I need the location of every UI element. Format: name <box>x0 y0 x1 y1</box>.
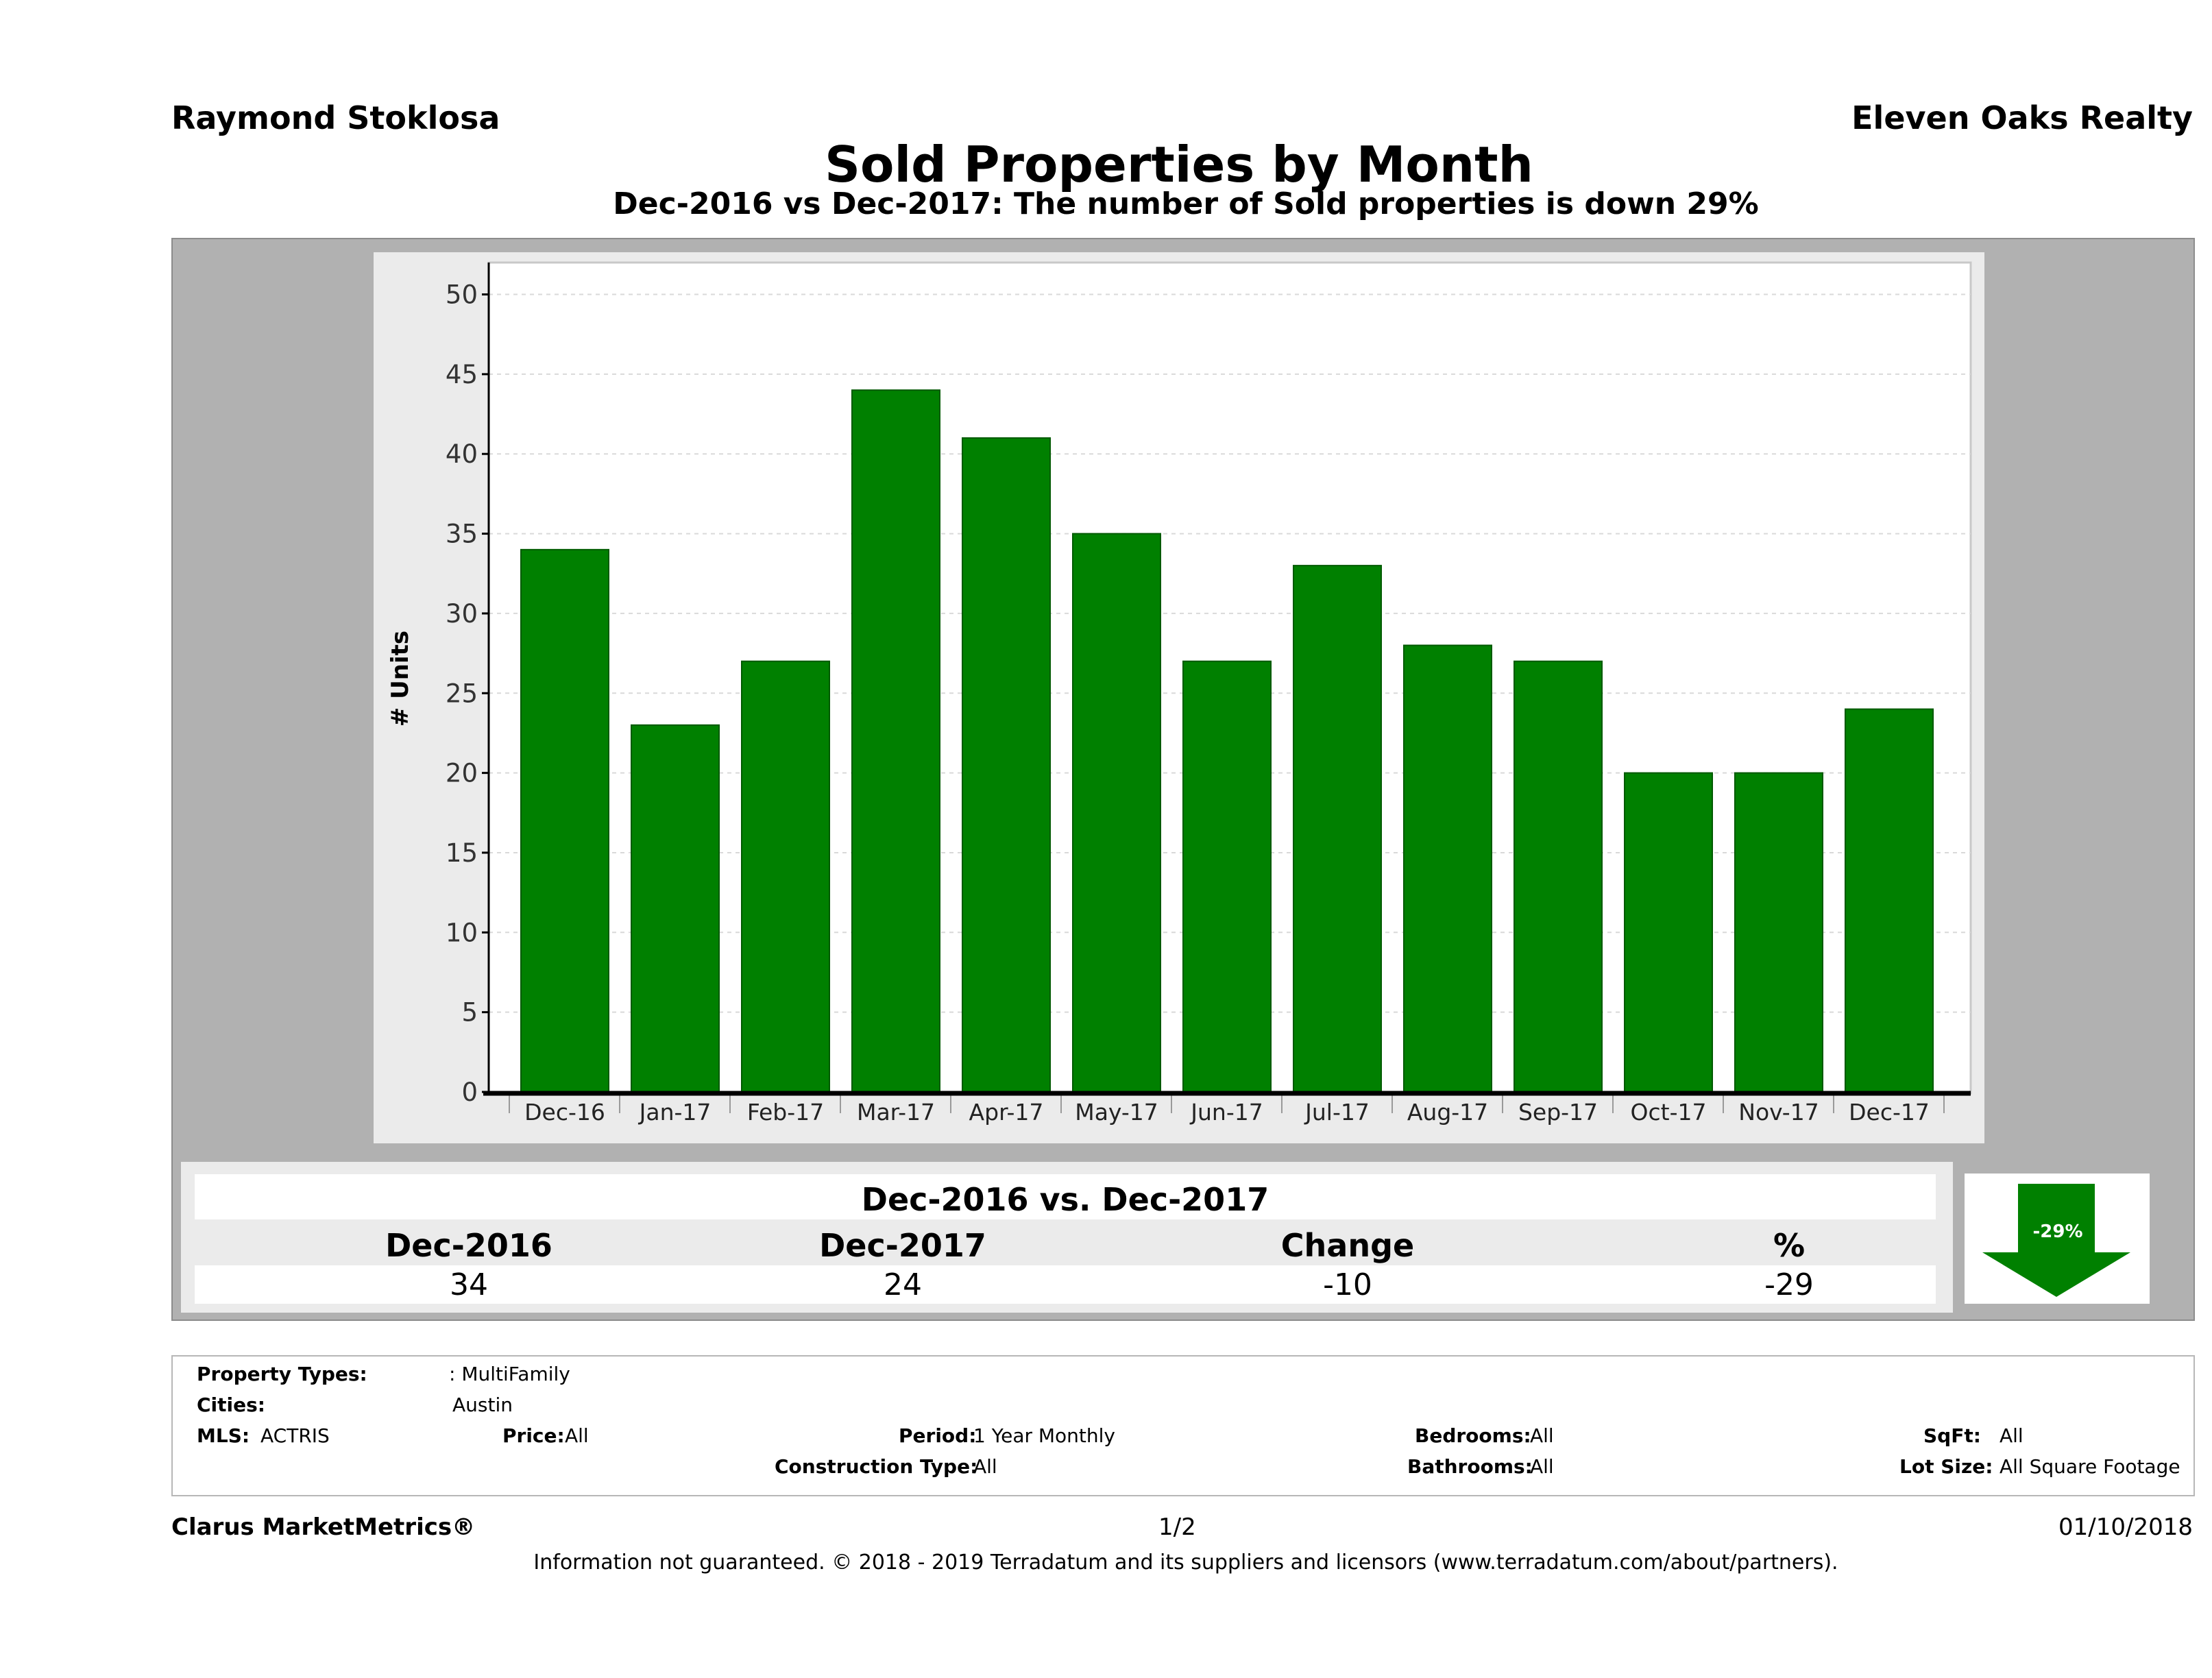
y-tick-label-0: 0 <box>461 1078 478 1107</box>
period-value: 1 Year Monthly <box>973 1424 1116 1447</box>
y-tick-label-35: 35 <box>446 520 478 549</box>
bar-Oct-17 <box>1624 772 1713 1093</box>
header-change: Change <box>1280 1227 1415 1264</box>
value-dec-2017: 24 <box>884 1267 922 1302</box>
bedrooms-value: All <box>1530 1424 1554 1447</box>
y-tick-label-20: 20 <box>446 759 478 788</box>
bathrooms-value: All <box>1530 1455 1554 1478</box>
bar-Aug-17 <box>1403 644 1492 1093</box>
bar-Dec-17 <box>1845 708 1934 1093</box>
sqft-value: All <box>2000 1424 2023 1447</box>
bar-Feb-17 <box>741 660 830 1093</box>
change-badge: -29% <box>1965 1174 2150 1304</box>
page-number: 1/2 <box>1158 1513 1196 1541</box>
bedrooms-label: Bedrooms: <box>1415 1424 1531 1447</box>
x-tick-label-Jul-17: Jul-17 <box>1304 1099 1370 1126</box>
period-label: Period: <box>899 1424 977 1447</box>
property-types-value: : MultiFamily <box>449 1363 570 1385</box>
cities-value: Austin <box>452 1394 513 1416</box>
bar-Nov-17 <box>1734 772 1823 1093</box>
bar-May-17 <box>1072 533 1161 1093</box>
down-arrow-icon: -29% <box>1982 1184 2130 1297</box>
disclaimer: Information not guaranteed. © 2018 - 201… <box>533 1551 1838 1574</box>
bar-Sep-17 <box>1514 660 1603 1093</box>
property-types-label: Property Types: <box>197 1363 367 1385</box>
y-tick-label-50: 50 <box>446 280 478 310</box>
x-axis-ticks: Dec-16 Jan-17 Feb-17 Mar-17 Apr-17 May-17 Jun-… <box>509 1095 1945 1126</box>
y-axis-label: # Units <box>387 631 414 727</box>
header-dec-2017: Dec-2017 <box>819 1227 986 1264</box>
x-tick-label-Jan-17: Jan-17 <box>638 1099 712 1126</box>
y-tick-label-45: 45 <box>446 360 478 389</box>
bar-Jul-17 <box>1293 565 1382 1093</box>
comparison-title: Dec-2016 vs. Dec-2017 <box>861 1181 1269 1218</box>
construction-type-value: All <box>973 1455 997 1478</box>
x-tick-label-Aug-17: Aug-17 <box>1407 1099 1488 1126</box>
mls-label: MLS: <box>197 1424 250 1447</box>
value-percent: -29 <box>1764 1267 1814 1302</box>
x-tick-label-Nov-17: Nov-17 <box>1738 1099 1819 1126</box>
comparison-header-row: Dec-2016 Dec-2017 Change % <box>195 1224 1936 1265</box>
x-tick-label-Sep-17: Sep-17 <box>1518 1099 1598 1126</box>
bar-Apr-17 <box>962 437 1051 1093</box>
sqft-label: SqFt: <box>1923 1424 1981 1447</box>
y-tick-label-25: 25 <box>446 679 478 708</box>
lot-size-value: All Square Footage <box>2000 1455 2180 1478</box>
y-tick-label-5: 5 <box>461 998 478 1028</box>
bathrooms-label: Bathrooms: <box>1407 1455 1533 1478</box>
x-tick-label-Feb-17: Feb-17 <box>747 1099 824 1126</box>
comparison-title-row: Dec-2016 vs. Dec-2017 <box>195 1174 1936 1219</box>
x-tick-label-Mar-17: Mar-17 <box>857 1099 935 1126</box>
mls-value: ACTRIS <box>260 1424 330 1447</box>
bar-Dec-16 <box>520 548 609 1093</box>
header-percent: % <box>1773 1227 1806 1264</box>
bar-Jun-17 <box>1182 660 1272 1093</box>
value-dec-2016: 34 <box>450 1267 488 1302</box>
badge-label: -29% <box>2032 1221 2082 1242</box>
price-value: All <box>565 1424 589 1447</box>
filters-box <box>171 1355 2195 1496</box>
header-dec-2016: Dec-2016 <box>385 1227 552 1264</box>
y-axis-ticks: 0 5 10 15 20 25 30 35 40 45 50 <box>446 280 489 1107</box>
grid-lines <box>489 293 1971 1013</box>
y-tick-label-15: 15 <box>446 838 478 868</box>
brand-name: Clarus MarketMetrics® <box>171 1513 476 1541</box>
price-label: Price: <box>502 1424 565 1447</box>
agent-name: Raymond Stoklosa <box>171 99 500 136</box>
x-tick-label-Oct-17: Oct-17 <box>1631 1099 1707 1126</box>
bar-Jan-17 <box>631 724 720 1093</box>
brokerage-name: Eleven Oaks Realty <box>1851 99 2193 136</box>
value-change: -10 <box>1323 1267 1372 1302</box>
cities-label: Cities: <box>197 1394 265 1416</box>
bar-Mar-17 <box>851 389 940 1093</box>
x-tick-label-May-17: May-17 <box>1075 1099 1158 1126</box>
y-tick-label-40: 40 <box>446 439 478 469</box>
lot-size-label: Lot Size: <box>1899 1455 1993 1478</box>
x-tick-label-Jun-17: Jun-17 <box>1189 1099 1263 1126</box>
bars <box>520 389 1934 1093</box>
y-tick-label-10: 10 <box>446 918 478 947</box>
page-title: Sold Properties by Month <box>825 136 1533 193</box>
x-tick-label-Apr-17: Apr-17 <box>969 1099 1044 1126</box>
y-tick-label-30: 30 <box>446 599 478 629</box>
page-subtitle: Dec-2016 vs Dec-2017: The number of Sold… <box>613 186 1759 221</box>
x-tick-label-Dec-17: Dec-17 <box>1849 1099 1930 1126</box>
construction-type-label: Construction Type: <box>775 1455 978 1478</box>
report-date: 01/10/2018 <box>2058 1513 2193 1541</box>
x-tick-label-Dec-16: Dec-16 <box>524 1099 605 1126</box>
comparison-value-row: 34 24 -10 -29 <box>195 1265 1936 1304</box>
bar-chart: 0 5 10 15 20 25 30 35 40 45 50 Dec-16 Jan-17 Feb-17 M… <box>387 261 1972 1126</box>
